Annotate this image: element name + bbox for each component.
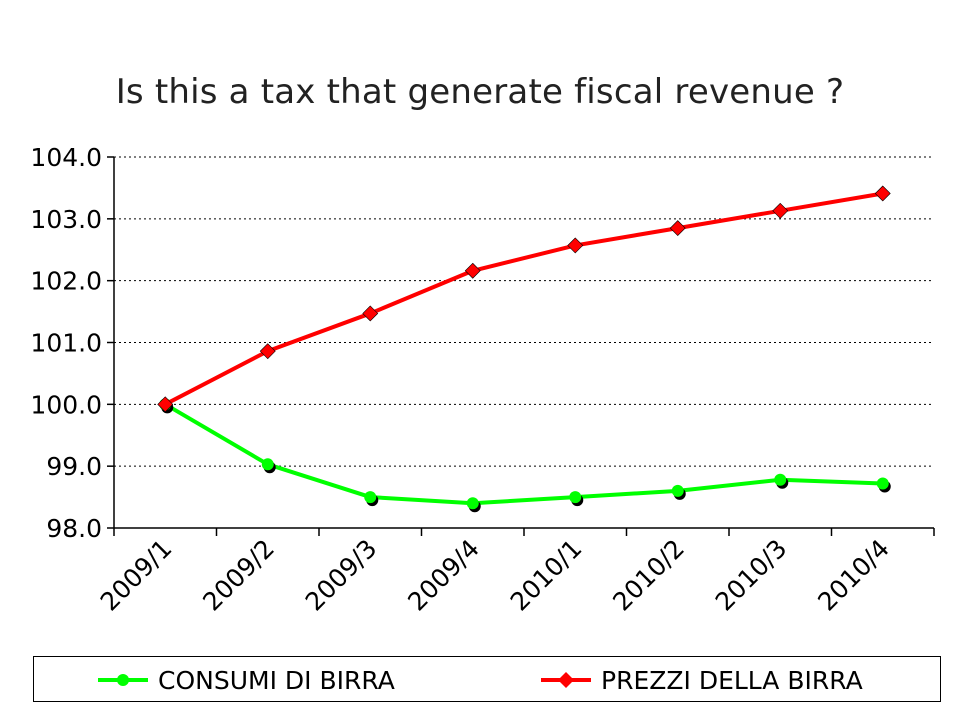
data-point bbox=[772, 202, 789, 219]
axes bbox=[107, 156, 935, 536]
legend-item-prezzi: PREZZI DELLA BIRRA bbox=[539, 665, 863, 695]
data-point bbox=[157, 396, 174, 413]
line-chart: 98.0 99.0 100.0 101.0 102.0 103.0 104.0 2009/1… bbox=[30, 143, 935, 617]
x-tick-label: 2009/2 bbox=[197, 534, 280, 617]
data-point bbox=[669, 220, 686, 237]
x-tick-label: 2009/1 bbox=[95, 534, 178, 617]
y-tick-label: 98.0 bbox=[46, 514, 102, 543]
y-tick-label: 104.0 bbox=[30, 143, 102, 172]
data-point bbox=[569, 491, 582, 504]
legend-marker-consumi bbox=[98, 674, 148, 686]
y-tick-label: 99.0 bbox=[46, 452, 102, 481]
gridlines bbox=[114, 156, 934, 467]
series-layer bbox=[157, 185, 891, 513]
legend-label-prezzi: PREZZI DELLA BIRRA bbox=[601, 665, 863, 695]
y-tick-label: 103.0 bbox=[30, 205, 102, 234]
y-tick-label: 101.0 bbox=[30, 329, 102, 358]
series-line-0 bbox=[164, 402, 883, 506]
y-tick-label: 100.0 bbox=[30, 390, 102, 419]
data-point bbox=[466, 497, 479, 510]
data-point bbox=[671, 484, 684, 497]
x-tick-label: 2010/1 bbox=[505, 534, 588, 617]
y-tick-labels: 98.0 99.0 100.0 101.0 102.0 103.0 104.0 bbox=[30, 143, 102, 543]
data-point bbox=[874, 185, 891, 202]
x-tick-label: 2009/3 bbox=[300, 534, 383, 617]
x-tick-label: 2010/3 bbox=[710, 534, 793, 617]
data-point bbox=[261, 458, 274, 471]
x-tick-label: 2009/4 bbox=[402, 534, 485, 617]
data-point bbox=[567, 237, 584, 254]
x-tick-label: 2010/4 bbox=[812, 534, 895, 617]
y-tick-label: 102.0 bbox=[30, 267, 102, 296]
legend: CONSUMI DI BIRRA PREZZI DELLA BIRRA bbox=[33, 656, 941, 702]
x-tick-label: 2010/2 bbox=[607, 534, 690, 617]
legend-item-consumi: CONSUMI DI BIRRA bbox=[96, 665, 395, 695]
data-point bbox=[774, 473, 787, 486]
x-tick-labels: 2009/1 2009/2 2009/3 2009/4 2010/1 2010/2 2010… bbox=[95, 534, 895, 617]
data-point bbox=[362, 305, 379, 322]
data-point bbox=[364, 491, 377, 504]
legend-label-consumi: CONSUMI DI BIRRA bbox=[158, 665, 395, 695]
data-point bbox=[876, 477, 889, 490]
data-point bbox=[464, 262, 481, 279]
legend-marker-prezzi bbox=[541, 672, 591, 688]
series-line-1 bbox=[164, 191, 884, 407]
chart-title: Is this a tax that generate fiscal reven… bbox=[115, 72, 845, 112]
data-point bbox=[259, 343, 276, 360]
